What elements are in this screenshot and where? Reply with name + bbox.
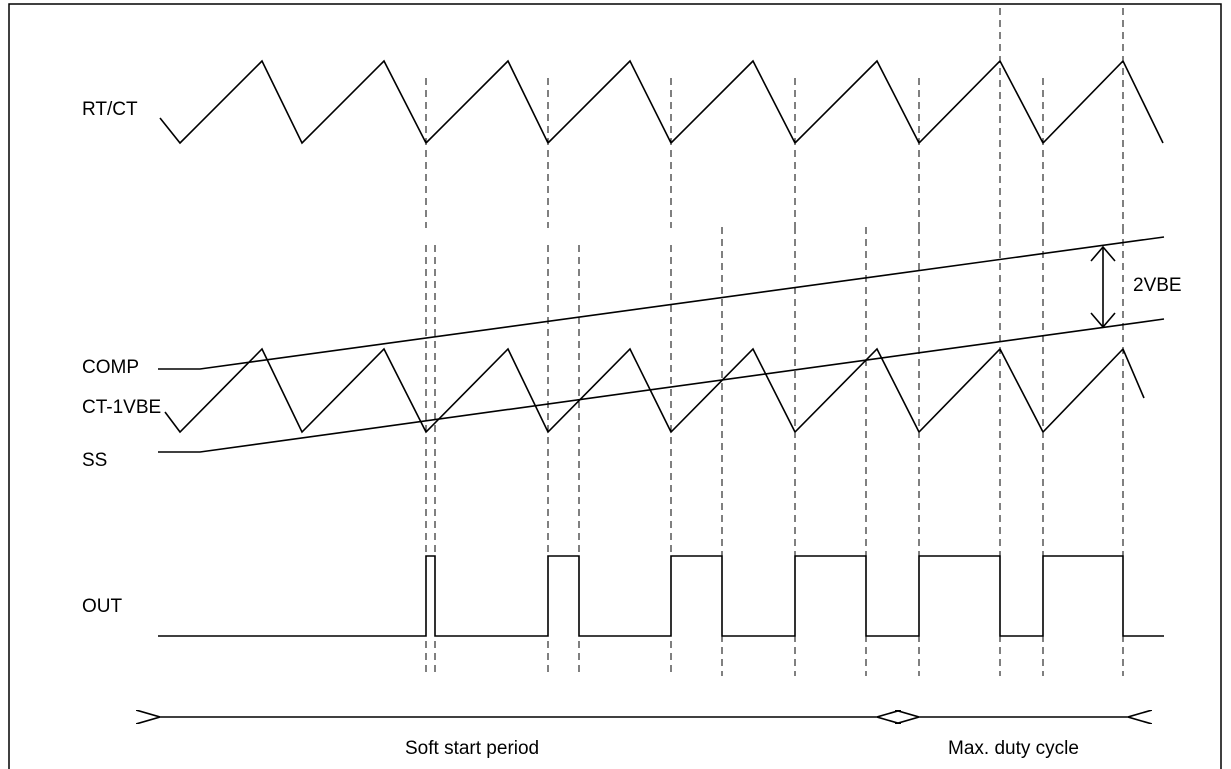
comp-line xyxy=(158,236,1165,370)
vbe-gap-arrowhead-top xyxy=(1090,245,1116,262)
diagram-frame xyxy=(8,3,1222,769)
ct-1vbe-waveform xyxy=(164,347,1145,434)
label-soft-start: Soft start period xyxy=(405,738,540,759)
label-max-duty: Max. duty cycle xyxy=(948,738,1079,759)
rtct-waveform xyxy=(159,59,1164,145)
label-rtct: RT/CT xyxy=(82,99,138,120)
vbe-gap-arrowhead-bottom xyxy=(1090,312,1116,329)
out-waveform xyxy=(158,555,1164,637)
label-comp: COMP xyxy=(82,357,139,378)
label-out: OUT xyxy=(82,596,123,617)
label-ct-1vbe: CT-1VBE xyxy=(82,397,162,418)
label-ss: SS xyxy=(82,450,108,471)
label-vbe-gap: 2VBE xyxy=(1133,275,1182,296)
ss-line xyxy=(158,318,1165,453)
